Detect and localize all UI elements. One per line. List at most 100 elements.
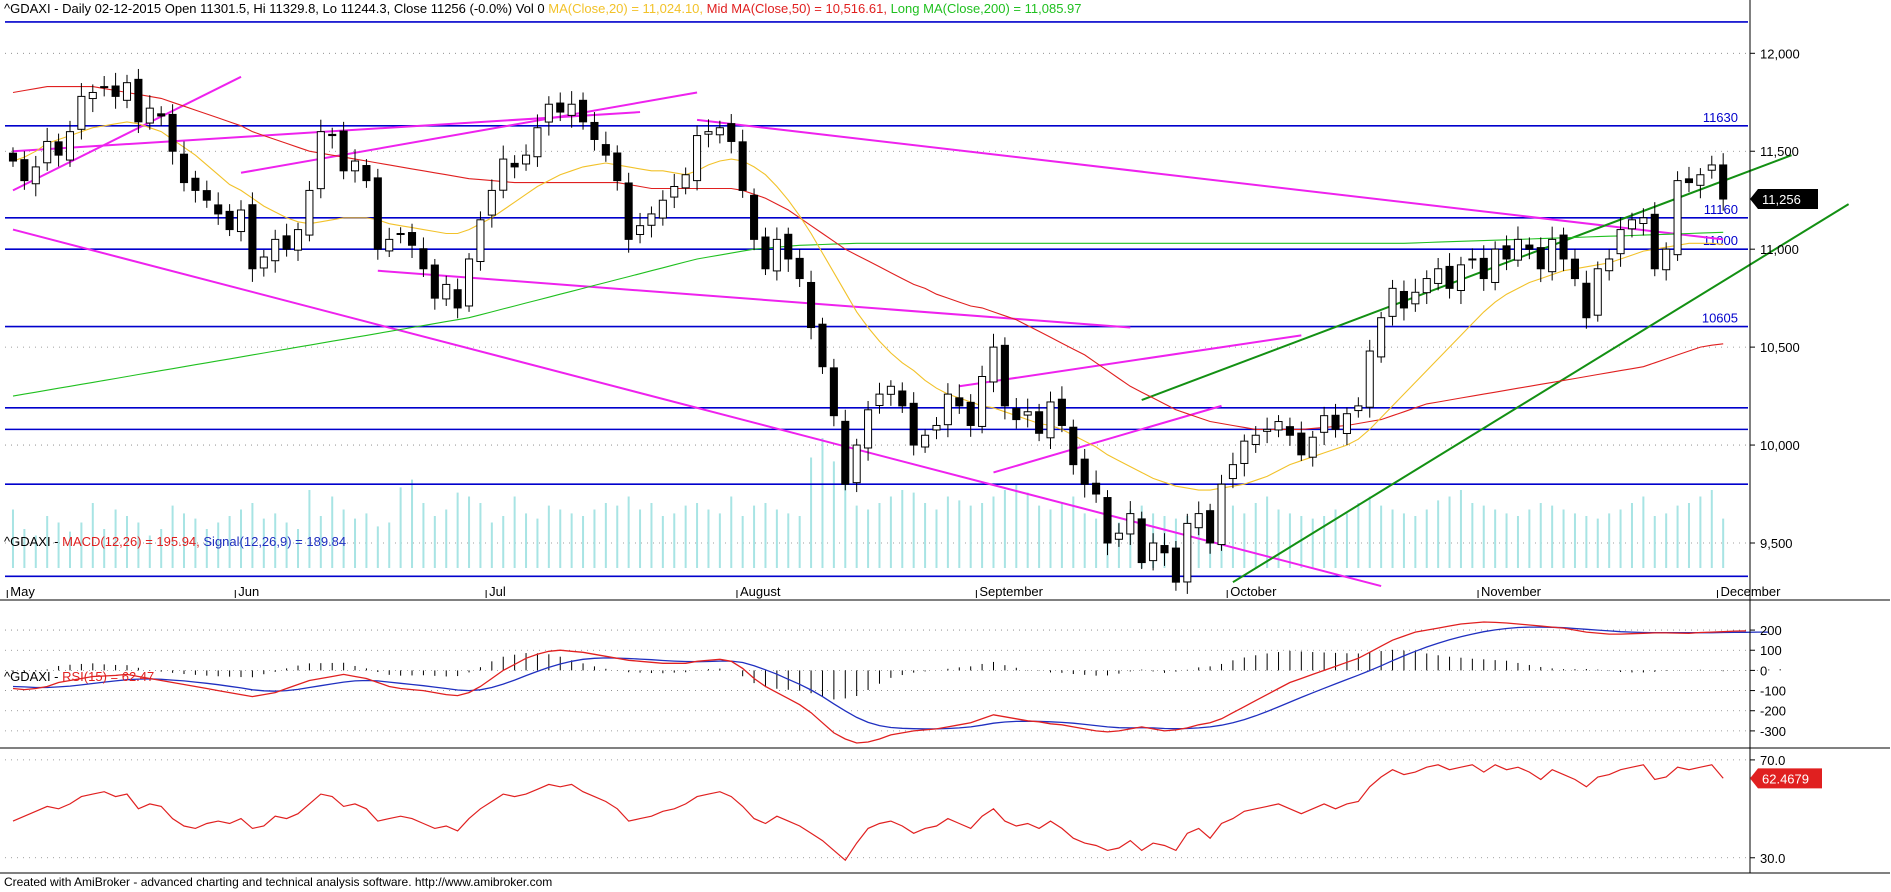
volume-bar — [1551, 505, 1554, 568]
volume-bar — [1562, 509, 1565, 568]
volume-bar — [798, 516, 801, 568]
volume-bar — [844, 483, 847, 568]
candle-body — [1616, 229, 1625, 255]
volume-bar — [1345, 513, 1348, 568]
volume-bar — [1448, 496, 1451, 568]
horizontal-levels: 11630 11160 11000 10605 — [5, 21, 1748, 578]
candle-body — [236, 209, 246, 233]
price-y-tick-label: 10,500 — [1760, 340, 1800, 355]
candle-body — [1468, 258, 1477, 261]
candle-body — [100, 86, 109, 89]
candle-body — [761, 236, 770, 270]
candle-body — [179, 153, 189, 184]
x-month-label: Jun — [238, 584, 259, 599]
candle-body — [1171, 547, 1180, 583]
volume-bar — [912, 492, 915, 568]
volume-bar — [354, 518, 357, 568]
volume-bar — [262, 518, 265, 568]
macd-y-tick-label: -200 — [1760, 704, 1786, 719]
candle-body — [419, 248, 428, 270]
volume-bar — [183, 513, 186, 568]
volume-bar — [342, 509, 345, 568]
volume-bar — [1060, 503, 1063, 568]
volume-bar — [1437, 500, 1440, 568]
candle-body — [168, 113, 177, 152]
volume-bar — [1471, 503, 1474, 568]
volume-bar — [148, 535, 151, 568]
volume-bar — [832, 461, 835, 568]
candle-body — [886, 385, 895, 395]
volume-bar — [764, 503, 767, 568]
candle-body — [1194, 513, 1203, 529]
volume-bar — [319, 516, 322, 568]
trend-line — [1141, 154, 1792, 401]
macd-y-tick-label: 100 — [1760, 643, 1782, 658]
candles — [8, 68, 1728, 594]
volume-bar — [297, 529, 300, 568]
volume-bar — [889, 496, 892, 568]
candle-body — [1057, 398, 1066, 426]
volume-bar — [673, 513, 676, 568]
volume-bar — [741, 516, 744, 568]
candle-body — [1149, 542, 1158, 562]
volume-bar — [570, 513, 573, 568]
price-header: ^GDAXI - Daily 02-12-2015 Open 11301.5, … — [4, 1, 1082, 16]
trend-line — [1232, 203, 1850, 584]
volume-bar — [1300, 516, 1303, 568]
volume-bar — [217, 522, 220, 568]
volume-bar — [1630, 503, 1633, 568]
channel-line — [993, 404, 1222, 474]
macd-line — [12, 621, 1747, 744]
candle-body — [852, 444, 861, 484]
volume-bar — [1334, 509, 1337, 568]
volume-bar — [1266, 496, 1269, 568]
candle-body — [1354, 405, 1363, 412]
volume-bar — [411, 479, 414, 568]
price-y-tick-label: 11,000 — [1760, 242, 1799, 257]
x-month-label: September — [979, 584, 1043, 599]
price-y-tick-label: 10,000 — [1760, 438, 1800, 453]
candle-body — [966, 401, 975, 426]
candle-body — [248, 204, 257, 270]
volume-bar — [1505, 513, 1508, 568]
rsi-last-value-tag — [1750, 768, 1822, 789]
candle-body — [921, 434, 930, 448]
volume-bar — [468, 496, 471, 568]
candle-body — [305, 189, 314, 236]
candle-body — [1673, 180, 1682, 256]
macd-header-macd: MACD(12,26) = 195.94, — [62, 534, 200, 549]
candle-body — [442, 283, 451, 300]
volume-bar — [775, 509, 778, 568]
volume-bar — [1026, 492, 1029, 568]
candle-body — [65, 131, 75, 161]
volume-bar — [1528, 509, 1531, 568]
candle-body — [316, 131, 325, 190]
level-label: 11630 — [1703, 110, 1738, 125]
macd-y-tick-label: 200 — [1760, 623, 1782, 638]
rsi-header-symbol: ^GDAXI - — [4, 669, 62, 684]
candle-body — [385, 238, 394, 252]
rsi-header: ^GDAXI - RSI(15) = 62.47 — [4, 669, 154, 684]
volume-bar — [1357, 503, 1360, 568]
moving-averages — [12, 86, 1724, 491]
candle-body — [1388, 287, 1397, 317]
candle-body — [145, 107, 154, 124]
candle-body — [487, 189, 496, 216]
volume-bar — [103, 529, 106, 568]
candle-body — [510, 162, 519, 168]
candle-body — [1593, 268, 1602, 316]
candle-body — [522, 154, 531, 165]
candle-body — [1160, 545, 1169, 554]
candle-body — [1183, 522, 1192, 583]
candle-body — [1263, 428, 1272, 432]
x-month-label: May — [10, 584, 35, 599]
volume-bar — [251, 503, 254, 568]
candle-body — [1092, 482, 1101, 495]
candle-body — [556, 102, 565, 113]
candle-body — [1525, 244, 1534, 250]
volume-bar — [547, 505, 550, 568]
candle-body — [1365, 350, 1374, 408]
candle-body — [1399, 290, 1408, 309]
volume-bar — [1243, 513, 1246, 568]
candle-body — [1035, 411, 1044, 434]
